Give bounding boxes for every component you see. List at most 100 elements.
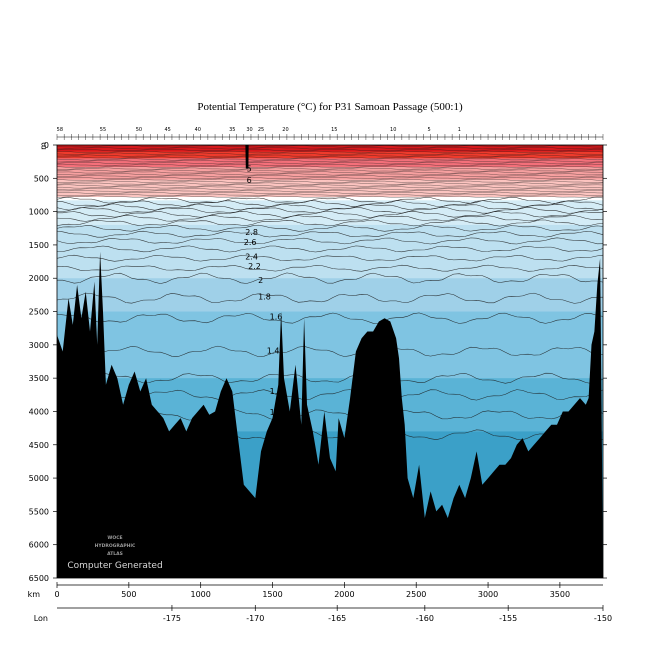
isotherm-line — [57, 186, 603, 189]
contour-label: 1.8 — [258, 293, 271, 302]
isotherm-line — [57, 245, 603, 253]
watermark-org-line3: ATLAS — [107, 551, 123, 557]
plot-frame — [56, 144, 604, 579]
isotherm-line — [57, 230, 603, 238]
isotherm-line — [57, 206, 603, 214]
isotherm-line — [57, 175, 603, 178]
plot-area: 5 6 2.82.6 2.42.2 2 1.8 1.6 1.4 1.2 1 — [56, 144, 604, 579]
contour-label: 1 — [270, 408, 275, 417]
isotherm-line — [57, 272, 603, 284]
isotherm-line — [57, 214, 603, 222]
distance-axis: 0 500 1000 1500 2000 2500 3000 3500 — [54, 582, 603, 599]
station-label: 5 — [428, 127, 431, 133]
contour-label: 2.2 — [248, 262, 261, 271]
station-labels: 58 55 50 45 40 35 30 25 20 15 10 5 1 — [57, 127, 604, 140]
bathymetry — [57, 251, 603, 578]
station-label: 58 — [57, 127, 63, 133]
depth-tick-label: 3500 — [29, 374, 49, 383]
contour-labels: 5 6 2.82.6 2.42.2 2 1.8 1.6 1.4 1.2 1 — [244, 165, 283, 417]
contour-label: 1.4 — [267, 347, 280, 356]
isotherm-line — [57, 147, 603, 150]
station-label: 35 — [229, 127, 235, 133]
isotherm-line — [57, 180, 603, 183]
longitude-axis: -175 -170 -165 -160 -155 -150 — [57, 605, 612, 623]
station-label: 10 — [390, 127, 396, 133]
depth-tick-label: 4000 — [29, 407, 49, 416]
woce-watermark: WOCE HYDROGRAPHIC ATLAS Computer Generat… — [67, 535, 162, 571]
depth-tick-label: 5500 — [29, 507, 49, 516]
isotherm-line — [57, 156, 603, 159]
isotherm-line — [57, 145, 603, 148]
depth-tick-label: 3000 — [29, 341, 49, 350]
longitude-tick-label: -155 — [499, 614, 517, 623]
temperature-band — [57, 166, 603, 181]
distance-tick-label: 0 — [54, 590, 59, 599]
distance-tick-label: 2000 — [334, 590, 354, 599]
isotherm-line — [57, 177, 603, 180]
station-label: 15 — [331, 127, 337, 133]
distance-unit-label: km — [28, 590, 41, 599]
station-label: 25 — [258, 127, 264, 133]
depth-tick-label: 6500 — [29, 574, 49, 583]
depth-tick-label: 5000 — [29, 474, 49, 483]
station-label: 20 — [282, 127, 288, 133]
station-label: 45 — [164, 127, 170, 133]
isotherm-line — [57, 158, 603, 161]
station-label: 40 — [195, 127, 201, 133]
station-label: 50 — [136, 127, 142, 133]
isotherm-line — [57, 193, 603, 196]
depth-tick-label: 500 — [34, 174, 49, 183]
contour-label: 1.2 — [270, 387, 283, 396]
isotherm-line — [57, 219, 603, 227]
longitude-tick-label: -150 — [594, 614, 612, 623]
contour-label: 2.6 — [244, 238, 257, 247]
isotherm-line — [57, 224, 603, 232]
isotherm-line — [57, 182, 603, 185]
depth-tick-label: 1000 — [29, 208, 49, 217]
distance-tick-label: 3000 — [478, 590, 498, 599]
distance-tick-label: 3500 — [550, 590, 570, 599]
isotherm-line — [57, 169, 603, 172]
isotherm-line — [57, 160, 603, 163]
depth-axis: 0 500 1000 1500 2000 2500 3000 3500 4000 4500 5000… — [29, 141, 607, 583]
isotherm-line — [57, 171, 603, 174]
contour-label: 2 — [258, 276, 263, 285]
isotherm-line — [57, 154, 603, 157]
isotherm-line — [57, 173, 603, 176]
longitude-tick-label: -165 — [328, 614, 346, 623]
isotherm-line — [57, 167, 603, 170]
isotherm-line — [57, 210, 603, 218]
longitude-tick-label: -160 — [416, 614, 434, 623]
depth-tick-label: 1500 — [29, 241, 49, 250]
isotherm-line — [57, 195, 603, 198]
isotherm-line — [57, 163, 603, 167]
chart-title: Potential Temperature (°C) for P31 Samoa… — [197, 101, 463, 113]
isotherm-line — [57, 200, 603, 207]
isotherm-line — [57, 150, 603, 153]
isotherm-line — [57, 165, 603, 168]
isotherm-line — [57, 191, 603, 195]
distance-tick-label: 1000 — [191, 590, 211, 599]
contour-label: 1.6 — [270, 313, 283, 322]
distance-tick-label: 500 — [121, 590, 136, 599]
longitude-tick-label: -170 — [246, 614, 264, 623]
watermark-org-line1: WOCE — [107, 535, 122, 541]
temperature-band — [57, 158, 603, 168]
contour-label: 5 — [247, 165, 252, 174]
temperature-band — [57, 311, 603, 379]
station-label: 55 — [100, 127, 106, 133]
isotherm-line — [57, 190, 603, 193]
depth-unit-label: m — [39, 142, 48, 150]
isotherm-line — [57, 237, 603, 245]
isotherm-line — [57, 149, 603, 152]
contour-label: 6 — [247, 176, 252, 185]
station-label: 30 — [246, 127, 252, 133]
isotherm-line — [57, 184, 603, 187]
contour-label: 2.8 — [245, 228, 258, 237]
depth-tick-label: 6000 — [29, 541, 49, 550]
depth-tick-label: 2000 — [29, 274, 49, 283]
isotherm-line — [57, 292, 603, 304]
isotherm-line — [57, 312, 603, 324]
depth-tick-label: 0 — [44, 141, 49, 150]
